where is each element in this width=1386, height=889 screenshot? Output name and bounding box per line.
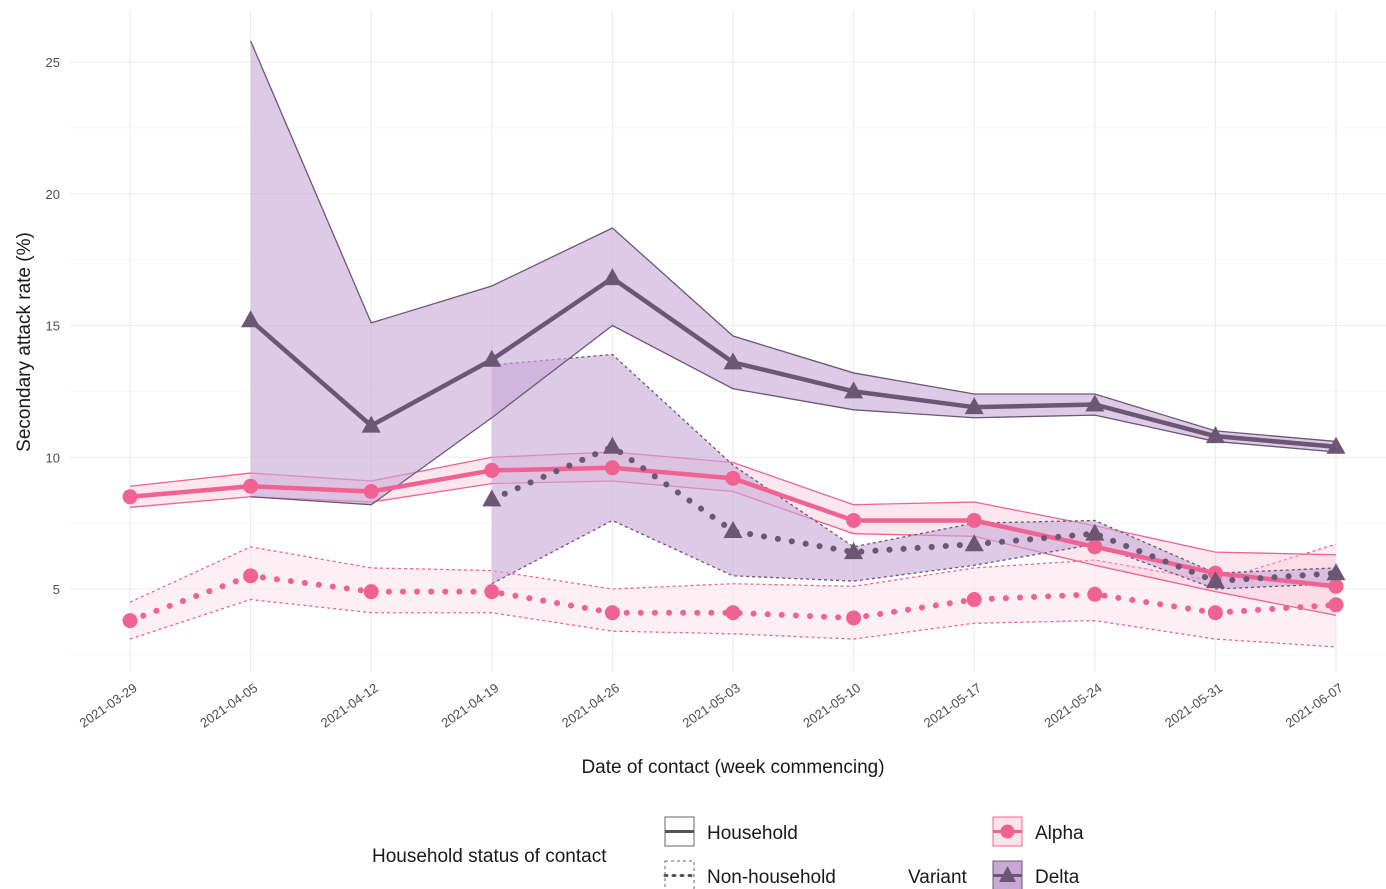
x-tick-label: 2021-05-31 [1162,680,1225,730]
data-point [482,489,502,507]
data-point [241,310,261,328]
data-point [363,584,379,600]
legend-non-household-key [663,860,696,889]
legend-variant-title: Variant [908,867,968,888]
ci-band [250,40,1337,505]
y-tick-label: 25 [46,55,60,70]
data-point [243,478,259,494]
data-point [1085,523,1105,541]
y-tick-label: 15 [46,319,60,334]
data-point [122,613,138,629]
y-axis-title: Secondary attack rate (%) [14,232,35,452]
data-point [1328,578,1344,594]
data-point [846,610,862,626]
x-tick-label: 2021-06-07 [1283,680,1346,730]
series-line [127,572,1339,624]
data-point [1205,426,1225,444]
confidence-bands [129,40,1337,648]
data-point [602,268,622,286]
data-point [482,349,502,367]
ci-lower-edge [250,324,1337,506]
x-tick-label: 2021-05-24 [1041,680,1104,730]
data-point [484,462,500,478]
data-point [602,436,622,454]
series-line [488,443,1339,585]
data-point [723,352,743,370]
data-point [964,397,984,415]
x-tick-label: 2021-04-12 [318,680,381,730]
data-point [844,542,864,560]
data-point [361,415,381,433]
y-tick-label: 20 [46,187,60,202]
ci-band [130,544,1336,647]
y-tick-label: 5 [53,582,60,597]
x-tick-label: 2021-04-19 [438,680,501,730]
data-point [964,534,984,552]
data-point [1087,586,1103,602]
x-tick-label: 2021-05-03 [680,680,743,730]
data-point [1205,571,1225,589]
series-line [249,275,1337,449]
legend-non-household-label: Non-household [707,867,836,888]
ci-upper-edge [250,40,1337,443]
data-point [604,605,620,621]
legend-household-key [664,816,695,847]
legend-household-title: Household status of contact [372,846,607,867]
data-point [604,460,620,476]
x-tick-label: 2021-04-26 [559,680,622,730]
ci-lower-edge [491,519,1337,590]
data-point [363,484,379,500]
data-point [844,381,864,399]
data-point [966,512,982,528]
data-point [723,521,743,539]
data-point [725,470,741,486]
data-point [1085,394,1105,412]
data-point [243,568,259,584]
legend-delta-key [992,860,1023,889]
x-tick-labels: 2021-03-29 2021-04-05 2021-04-12 2021-04-19… [77,680,1346,730]
x-tick-label: 2021-05-17 [921,680,984,730]
series-points [122,268,1346,629]
data-point [122,489,138,505]
ci-lower-edge [129,598,1337,648]
x-tick-label: 2021-05-10 [800,680,863,730]
data-point [1207,605,1223,621]
data-point [725,605,741,621]
legend-delta-label: Delta [1035,867,1080,888]
data-point [1326,436,1346,454]
ci-upper-edge [129,543,1337,603]
legend-household-label: Household [707,823,798,844]
data-point [1328,597,1344,613]
x-axis-title: Date of contact (week commencing) [581,757,884,778]
x-tick-label: 2021-03-29 [77,680,140,730]
data-point [1326,563,1346,581]
legend: Household status of contact Household No… [372,816,1084,889]
data-point [484,584,500,600]
data-point [966,592,982,608]
data-point [1087,539,1103,555]
legend-alpha-label: Alpha [1035,823,1084,844]
x-tick-label: 2021-04-05 [197,680,260,730]
ci-band [491,354,1336,589]
y-tick-label: 10 [46,450,60,465]
y-tick-labels: 5 10 15 20 25 [46,55,60,597]
legend-alpha-key [992,816,1023,847]
data-point [846,512,862,528]
